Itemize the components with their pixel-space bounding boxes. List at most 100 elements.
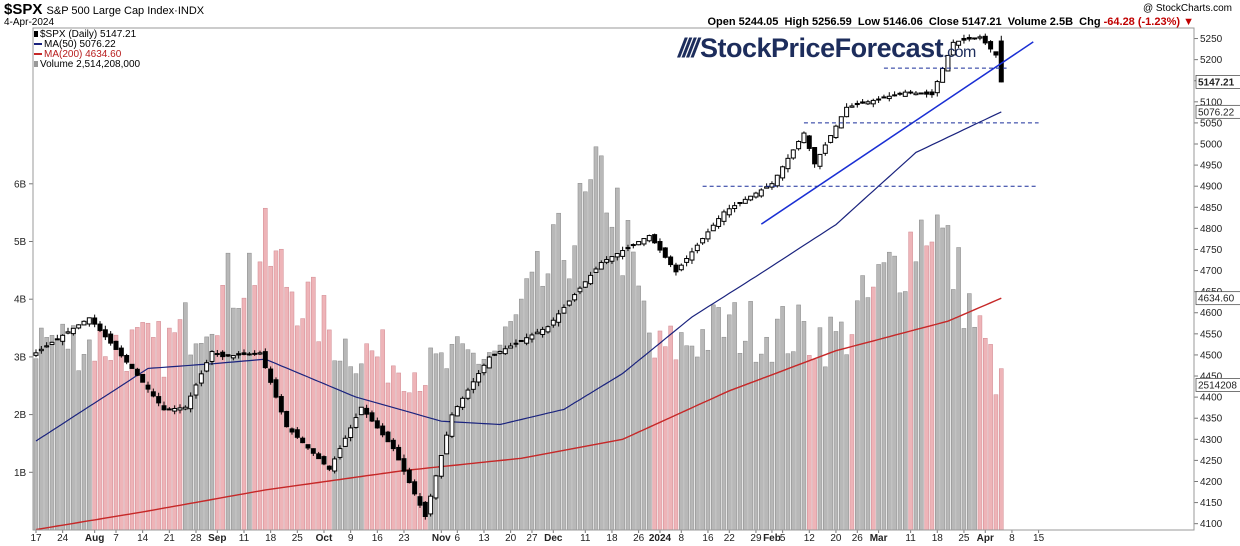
volume-bar (727, 314, 732, 531)
candle-body (140, 373, 146, 383)
chg-value: -64.28 (-1.23%) (1103, 16, 1181, 28)
volume-bar (967, 293, 972, 531)
volume-bar (849, 334, 855, 531)
candle-body (630, 244, 636, 247)
candle-body (577, 287, 583, 293)
candle-body (758, 189, 764, 197)
candle-body (470, 381, 476, 390)
volume-bar (972, 326, 977, 531)
x-axis-label: 26 (633, 533, 645, 544)
low-label: Low (857, 16, 880, 28)
candle-body (60, 334, 66, 342)
volume-bar (524, 278, 529, 531)
volume-bar (695, 356, 700, 531)
logo-slash-icon: //// (678, 33, 699, 63)
volume-bar (711, 304, 716, 531)
volume-bar (588, 179, 593, 531)
volume-bar (775, 318, 780, 531)
price-axis-label: 5000 (1200, 140, 1223, 151)
candle-body (764, 186, 770, 189)
volume-bar (807, 355, 812, 531)
volume-bar (732, 302, 737, 531)
x-axis-label: 20 (830, 533, 842, 544)
volume-bar (599, 155, 604, 531)
candle-body (353, 417, 359, 428)
volume-bar (135, 327, 140, 531)
candle-body (737, 202, 743, 205)
candle-body (662, 247, 668, 258)
candle-body (716, 218, 722, 227)
candle-body (582, 281, 588, 288)
volume-bar (348, 366, 353, 531)
credit: @ StockCharts.com (1142, 3, 1232, 14)
candle-body (358, 406, 364, 416)
candle-body (444, 434, 450, 455)
candle-body (65, 331, 71, 334)
volume-bar (145, 322, 151, 531)
chart-title: $SPX S&P 500 Large Cap Index·INDX (4, 1, 205, 18)
volume-bar (364, 343, 369, 531)
volume-bar (519, 298, 524, 531)
volume-bar (855, 300, 860, 531)
volume-bar (172, 332, 177, 531)
candle-body (534, 331, 540, 335)
index-name: S&P 500 Large Cap Index (46, 5, 175, 17)
candle-body (625, 247, 631, 250)
volume-bar (311, 276, 316, 531)
candle-body (876, 98, 882, 101)
volume-bar (497, 344, 503, 531)
candle-body (892, 94, 898, 97)
legend: $SPX (Daily) 5147.21 MA(50) 5076.22 MA(2… (34, 30, 140, 70)
candle-body (348, 427, 354, 439)
volume-bar (124, 371, 129, 531)
volume-bar (743, 340, 748, 531)
volume-bar (919, 219, 924, 531)
candle-body (945, 54, 951, 72)
price-tag-box (1195, 75, 1240, 89)
volume-bar (620, 275, 625, 531)
volume-value: 2.5B (1049, 16, 1074, 28)
x-axis-label: 8 (1009, 533, 1015, 544)
candle-body (993, 51, 999, 56)
x-axis-label: 26 (852, 533, 864, 544)
volume-bar (652, 357, 657, 531)
candle-body (113, 340, 119, 350)
candle-body (620, 250, 626, 257)
candle-body (732, 205, 738, 210)
volume-bar (119, 349, 124, 531)
candle-body (652, 234, 658, 244)
candle-body (214, 353, 220, 356)
candle-body (673, 264, 679, 273)
candle-body (572, 294, 578, 301)
volume-bar (113, 334, 119, 531)
volume-bar (956, 247, 961, 531)
candle-body (412, 481, 418, 495)
candle-body (246, 353, 252, 356)
candle-body (428, 495, 434, 515)
candle-body (433, 475, 439, 499)
volume-bar (721, 336, 727, 531)
candle-body (924, 91, 930, 95)
price-axis-label: 5100 (1200, 97, 1223, 108)
price-tag-box (1195, 378, 1240, 392)
candle-body (364, 407, 370, 415)
volume-bar (940, 227, 945, 531)
volume-bar (812, 359, 817, 531)
volume-bar (865, 297, 871, 531)
candle-body (284, 410, 290, 428)
candle-body (118, 347, 124, 357)
volume-bar (572, 245, 577, 531)
candle-body (588, 274, 594, 285)
candle-body (380, 425, 386, 436)
candle-body (166, 408, 172, 411)
x-axis-label: 29 (750, 533, 762, 544)
volume-bar (791, 351, 796, 531)
volume-bar (983, 337, 988, 531)
volume-bar (908, 231, 913, 531)
x-axis-label: Apr (977, 533, 994, 544)
candle-body (486, 356, 492, 369)
x-axis-label: 12 (804, 533, 816, 544)
candle-body (668, 256, 674, 266)
price-tag-label: 2514208 (1198, 380, 1237, 391)
volume-bar (780, 306, 785, 531)
